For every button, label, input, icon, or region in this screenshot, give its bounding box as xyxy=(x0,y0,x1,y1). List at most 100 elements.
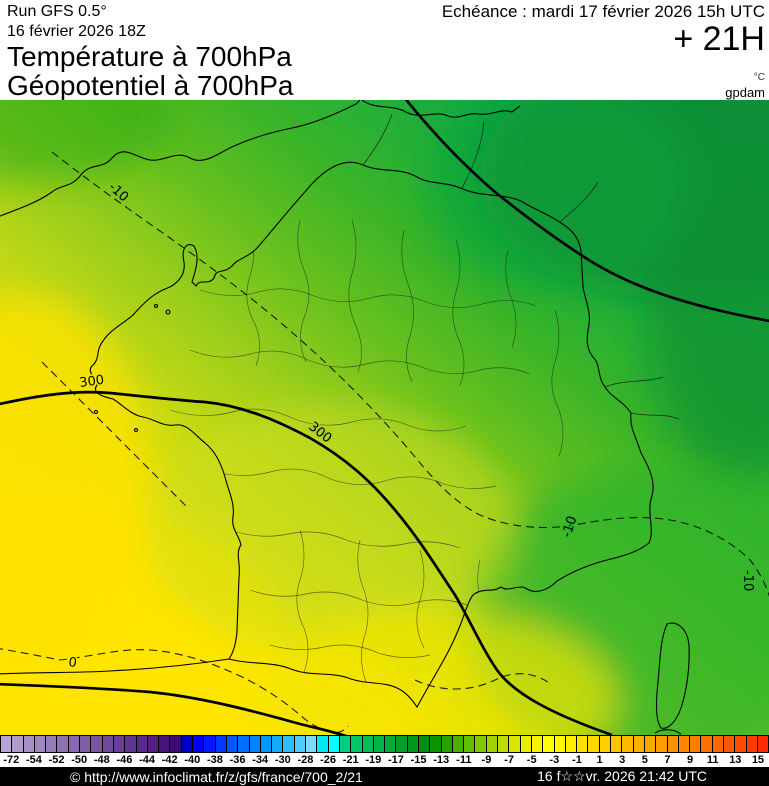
colorbar-cell xyxy=(249,736,261,752)
rhine-border xyxy=(559,181,599,223)
isotherm-contours xyxy=(0,151,769,734)
header-left: Run GFS 0.5° 16 février 2026 18Z Tempéra… xyxy=(7,2,293,100)
colorbar-cell xyxy=(633,736,645,752)
department-borders xyxy=(169,219,564,683)
colorbar-cell xyxy=(68,736,81,752)
colorbar-tick-label: -40 xyxy=(184,754,201,766)
footer: © http://www.infoclimat.fr/z/gfs/france/… xyxy=(0,767,769,786)
colorbar-cell xyxy=(678,736,691,752)
colorbar-tick-label: 5 xyxy=(641,754,648,766)
germany-border xyxy=(461,121,485,189)
colorbar-tick-label: -11 xyxy=(456,754,472,766)
england-coastline xyxy=(0,100,361,217)
temperature-title: Température à 700hPa xyxy=(7,41,292,72)
colorbar-cell xyxy=(712,736,724,752)
contour-label: -10 xyxy=(740,570,755,591)
colorbar-tick-label: -48 xyxy=(93,754,110,766)
generation-timestamp: 16 f☆☆vr. 2026 21:42 UTC xyxy=(537,768,707,784)
spain-coastline xyxy=(0,658,230,675)
switzerland-border xyxy=(604,376,664,388)
colorbar-cell xyxy=(351,736,363,752)
colorbar-cell xyxy=(339,736,352,752)
colorbar-cell xyxy=(531,736,544,752)
colorbar-cell xyxy=(746,736,758,752)
benelux-coastline xyxy=(361,100,521,118)
colorbar-cell xyxy=(80,736,92,752)
colorbar-tick-label: -5 xyxy=(526,754,537,766)
colorbar-cell xyxy=(204,736,216,752)
colorbar-cell xyxy=(407,736,419,752)
channel-island xyxy=(165,309,171,315)
forecast-offset-label: + 21H xyxy=(673,20,765,58)
colorbar xyxy=(0,735,769,753)
brittany-island xyxy=(93,409,99,415)
isotherm-minus10 xyxy=(51,151,769,597)
isotherm-short-west xyxy=(41,361,187,507)
colorbar-cell xyxy=(701,736,713,752)
colorbar-tick-label: 15 xyxy=(751,754,765,766)
colorbar-cell xyxy=(12,736,24,752)
isotherm-south xyxy=(414,673,553,690)
colorbar-cell xyxy=(475,736,487,752)
colorbar-cell xyxy=(91,736,103,752)
colorbar-cell xyxy=(373,736,386,752)
colorbar-cell xyxy=(170,736,182,752)
colorbar-tick-label: -7 xyxy=(504,754,514,766)
colorbar-cell xyxy=(328,736,340,752)
colorbar-cell xyxy=(193,736,205,752)
colorbar-tick-label: -36 xyxy=(229,754,246,766)
colorbar-tick-label: -34 xyxy=(252,754,269,766)
colorbar-tick-label: -13 xyxy=(433,754,450,766)
colorbar-cell xyxy=(147,736,160,752)
colorbar-cell xyxy=(690,736,702,752)
france-outline xyxy=(89,161,654,709)
colorbar-tick-label: -19 xyxy=(365,754,382,766)
run-model-label: Run GFS 0.5° xyxy=(7,3,107,20)
colorbar-cell xyxy=(498,736,510,752)
colorbar-cell xyxy=(667,736,679,752)
colorbar-tick-label: -52 xyxy=(48,754,65,766)
temperature-unit-label: °C xyxy=(753,71,765,83)
colorbar-cell xyxy=(226,736,239,752)
geopotential-unit-label: gpdam xyxy=(725,84,765,100)
colorbar-cell xyxy=(1,736,13,752)
colorbar-tick-label: 3 xyxy=(619,754,626,766)
colorbar-cell xyxy=(757,736,769,752)
colorbar-tick-label: 9 xyxy=(687,754,694,766)
weather-map-svg: -10 300 300 -10 -10 0 xyxy=(0,100,769,735)
colorbar-cell xyxy=(622,736,634,752)
colorbar-cell xyxy=(102,736,114,752)
sardinia-coastline xyxy=(654,729,682,735)
colorbar-tick-label: -38 xyxy=(206,754,223,766)
colorbar-cell xyxy=(125,736,137,752)
colorbar-tick-label: 13 xyxy=(729,754,742,766)
colorbar-tick-label: -3 xyxy=(549,754,560,766)
colorbar-cell xyxy=(113,736,126,752)
colorbar-cell xyxy=(260,736,273,752)
colorbar-cell xyxy=(735,736,747,752)
geopotential-title: Géopotentiel à 700hPa xyxy=(7,70,294,102)
colorbar-cell xyxy=(509,736,521,752)
colorbar-labels: -72 -54 -52 -50 -48 -46 -44 -42 -40 -38 -36 -34 -30-… xyxy=(0,753,769,767)
colorbar-cell xyxy=(599,736,612,752)
contour-labels: -10 300 300 -10 -10 0 xyxy=(66,178,757,672)
colorbar-tick-label: -17 xyxy=(387,754,404,766)
geopotential-contour-sw xyxy=(0,682,348,735)
colorbar-cell xyxy=(385,736,397,752)
geopotential-contour-ne xyxy=(404,100,769,323)
colorbar-tick-label: -9 xyxy=(481,754,492,766)
temperature-shading xyxy=(0,100,769,735)
colorbar-cell xyxy=(611,736,623,752)
colorbar-cell xyxy=(430,736,442,752)
colorbar-tick-label: 7 xyxy=(664,754,671,766)
brittany-island xyxy=(133,427,139,433)
colorbar-cell xyxy=(317,736,329,752)
colorbar-cell xyxy=(418,736,431,752)
colorbar-tick-label: 11 xyxy=(706,754,719,766)
belgium-border xyxy=(362,113,393,166)
colorbar-tick-label: -54 xyxy=(25,754,42,766)
colorbar-tick-label: -50 xyxy=(71,754,88,766)
italy-border xyxy=(630,412,680,420)
colorbar-cell xyxy=(577,736,589,752)
colorbar-cell xyxy=(159,736,171,752)
